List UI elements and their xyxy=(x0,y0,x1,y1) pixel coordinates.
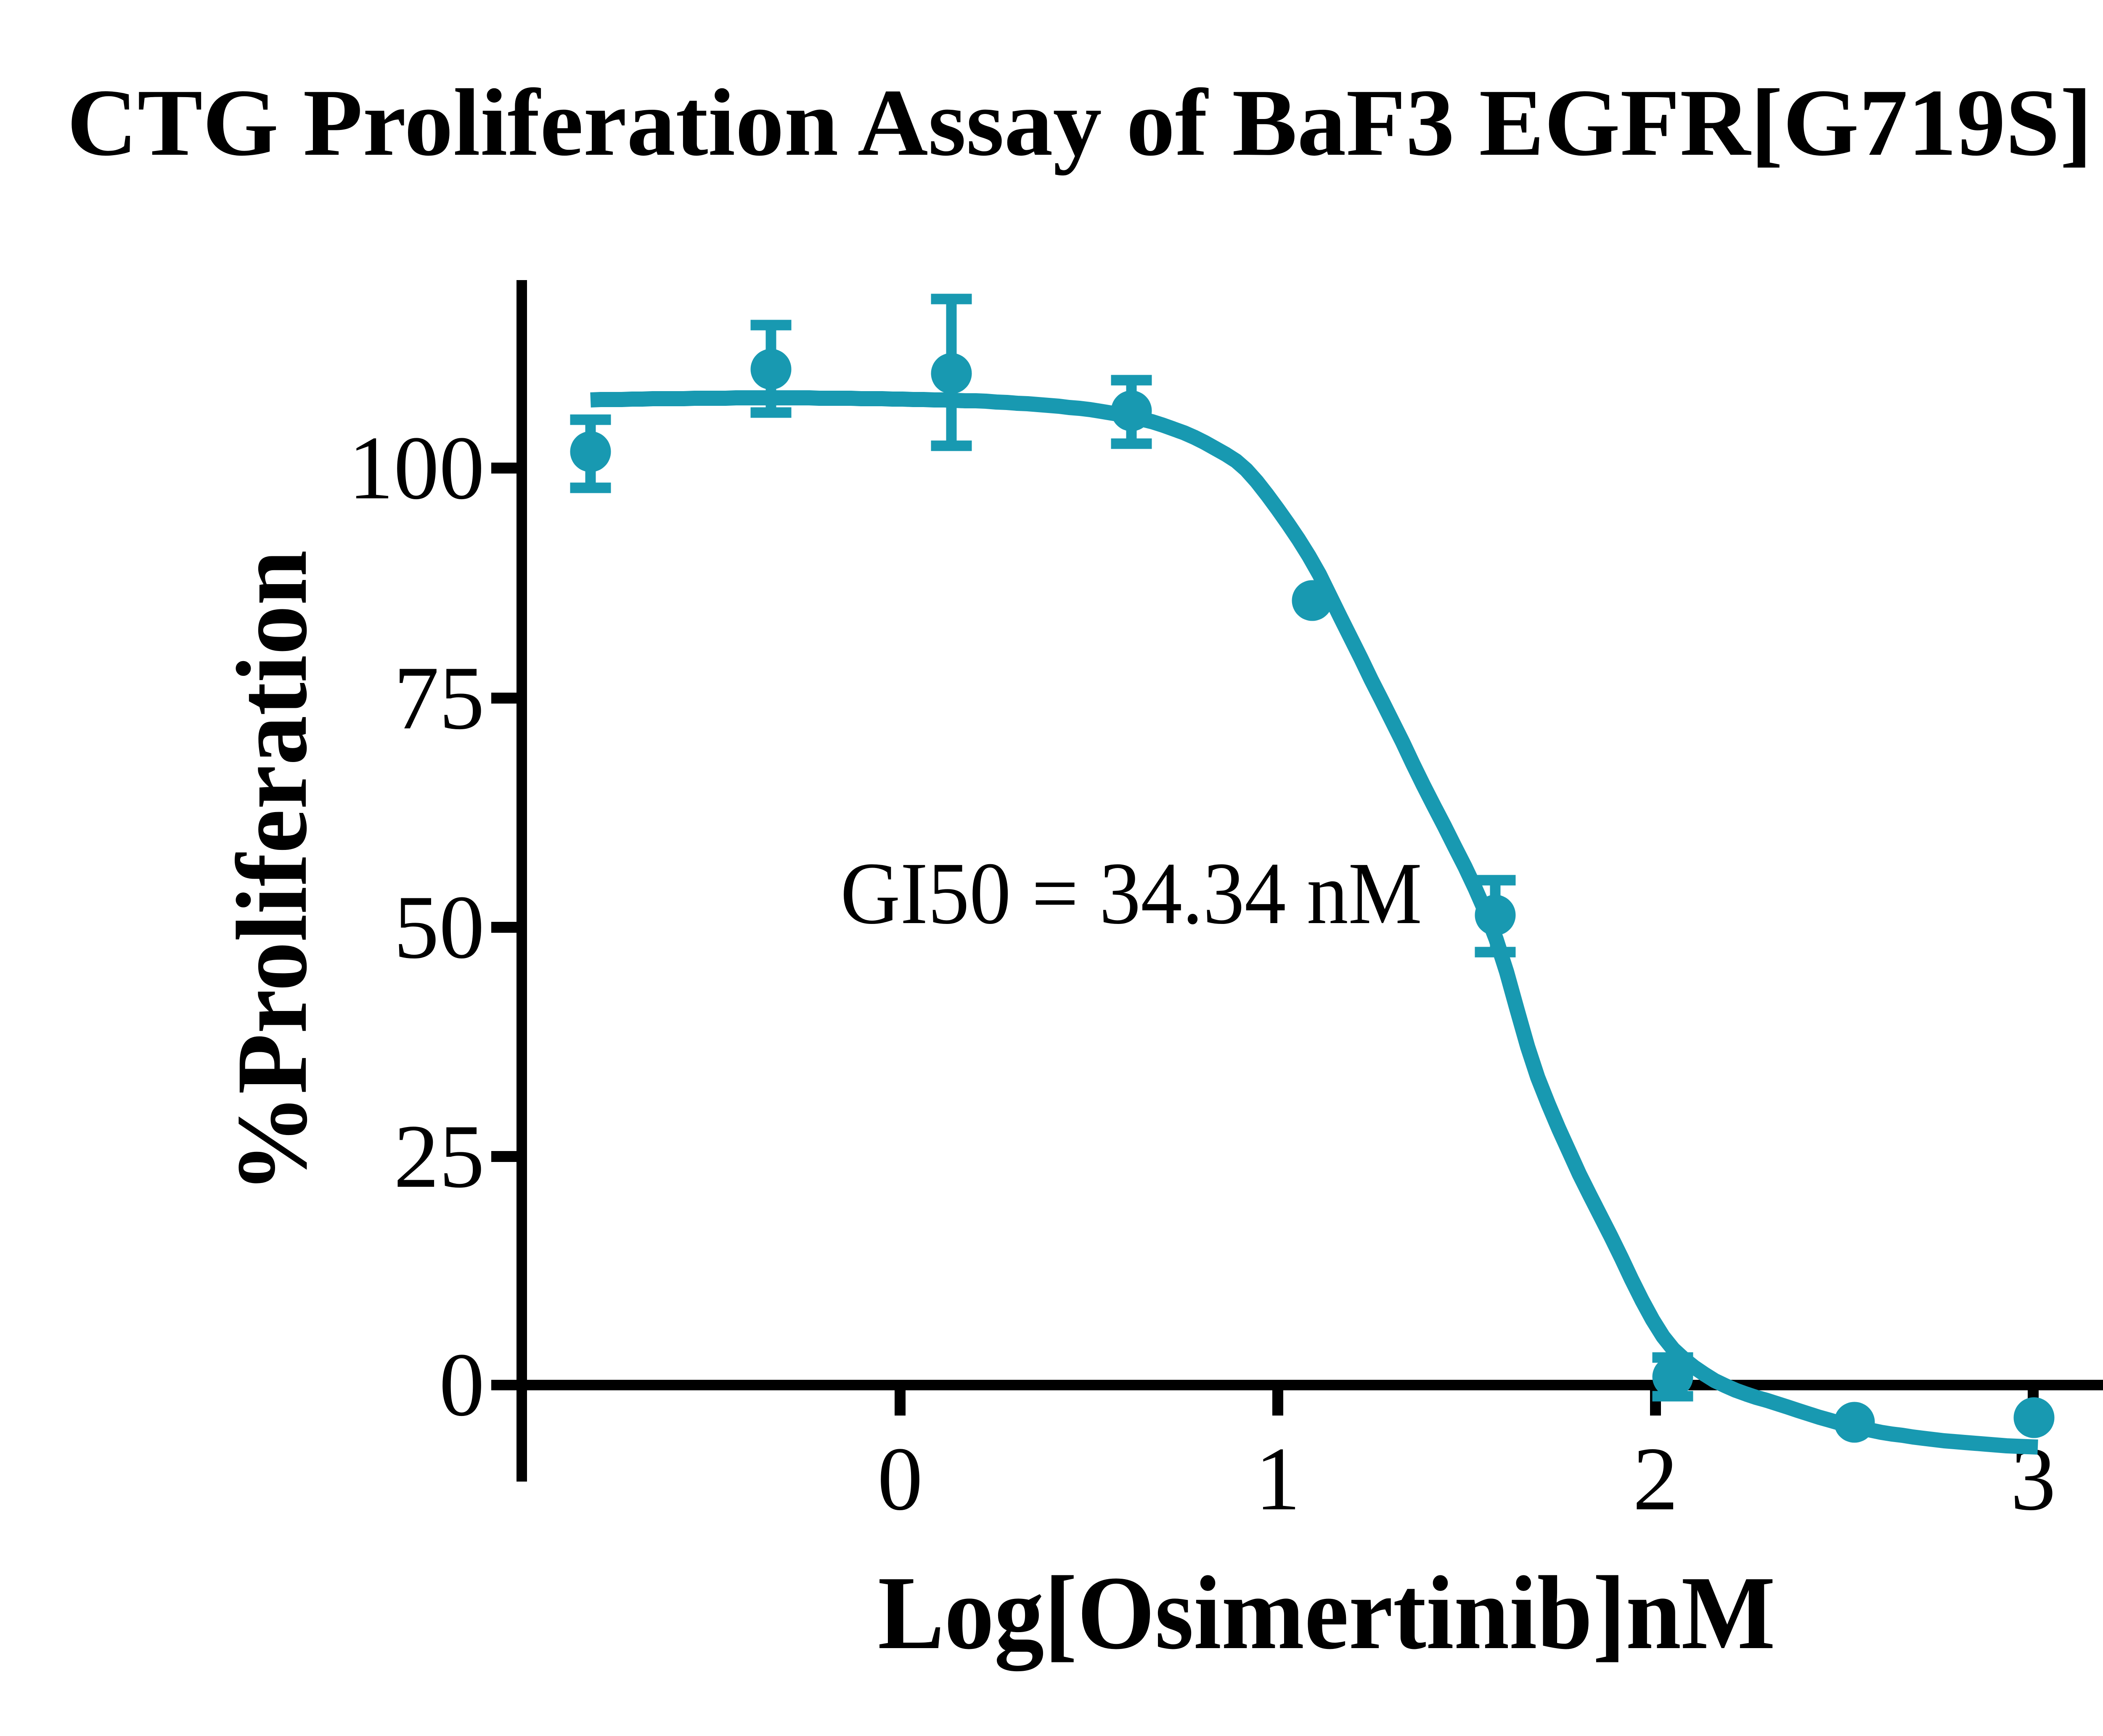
svg-text:50: 50 xyxy=(394,877,485,977)
svg-text:1: 1 xyxy=(1255,1429,1300,1529)
svg-text:%Proliferation: %Proliferation xyxy=(216,550,328,1194)
svg-text:0: 0 xyxy=(877,1429,923,1529)
svg-text:GI50 = 34.34 nM: GI50 = 34.34 nM xyxy=(840,844,1422,942)
svg-text:25: 25 xyxy=(394,1106,485,1207)
svg-text:CTG Proliferation Assay of BaF: CTG Proliferation Assay of BaF3 EGFR[G71… xyxy=(67,70,2103,176)
svg-text:0: 0 xyxy=(439,1334,485,1435)
svg-text:100: 100 xyxy=(348,418,485,518)
svg-text:75: 75 xyxy=(394,648,485,748)
svg-text:2: 2 xyxy=(1633,1429,1678,1529)
svg-text:Log[Osimertinib]nM: Log[Osimertinib]nM xyxy=(878,1555,1775,1671)
